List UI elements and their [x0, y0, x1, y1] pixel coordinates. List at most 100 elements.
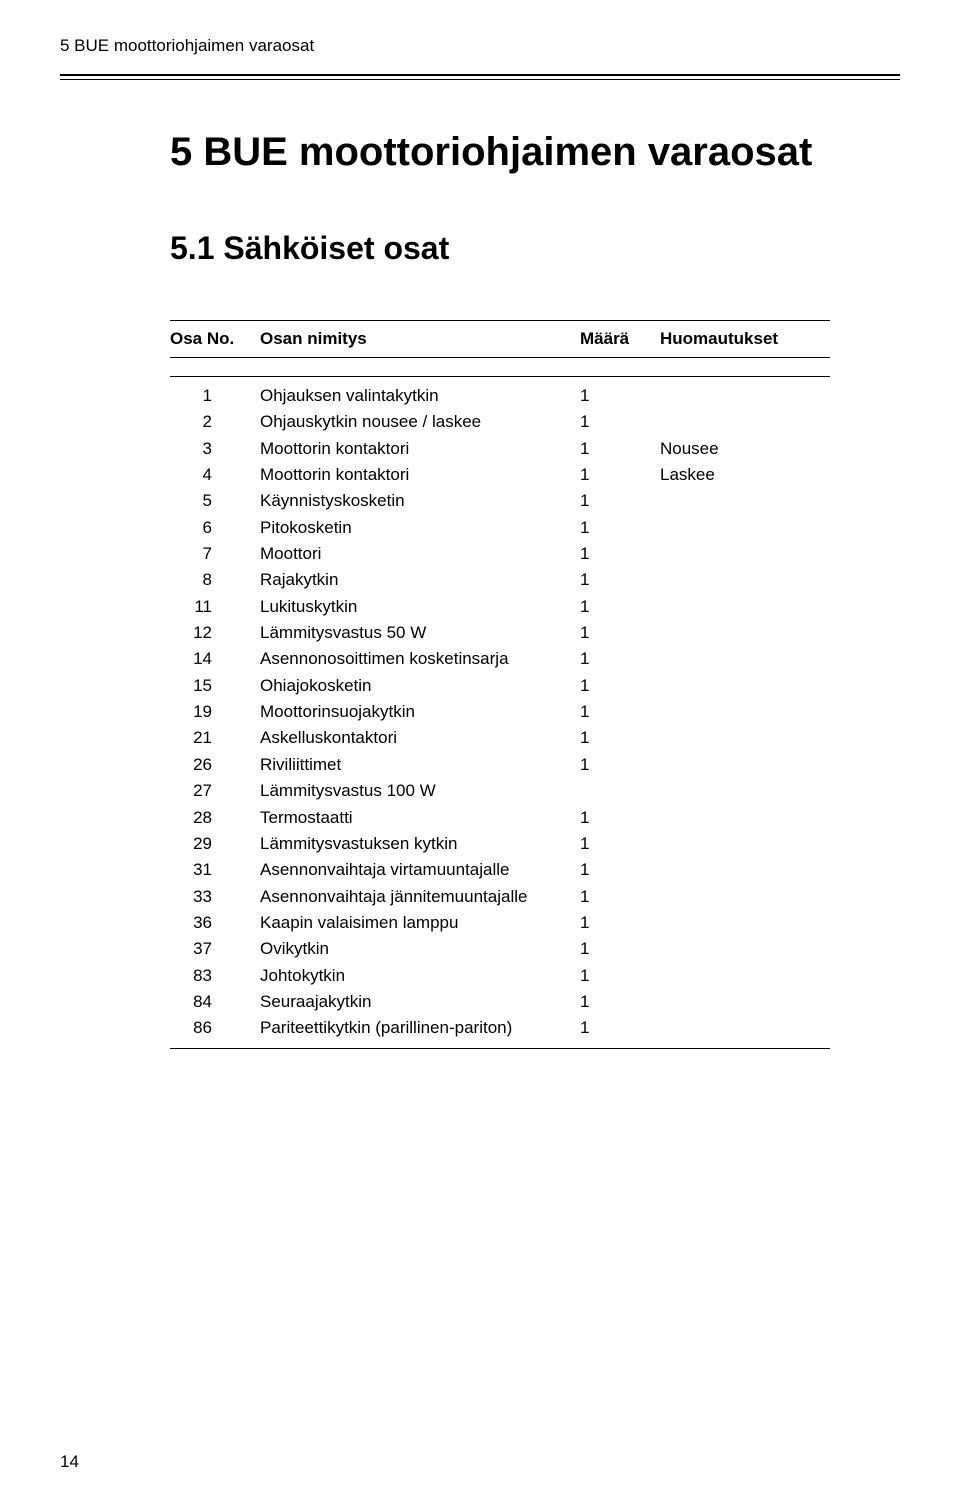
header-rule — [60, 74, 900, 80]
cell-no: 5 — [170, 488, 260, 514]
cell-note — [660, 989, 830, 1015]
cell-no: 15 — [170, 673, 260, 699]
cell-note — [660, 383, 830, 409]
cell-name: Ohjauskytkin nousee / laskee — [260, 409, 580, 435]
cell-no: 26 — [170, 752, 260, 778]
cell-note — [660, 673, 830, 699]
cell-name: Rajakytkin — [260, 567, 580, 593]
cell-name: Kaapin valaisimen lamppu — [260, 910, 580, 936]
cell-qty: 1 — [580, 436, 660, 462]
cell-no: 27 — [170, 778, 260, 804]
col-header-qty: Määrä — [580, 329, 660, 349]
cell-note — [660, 725, 830, 751]
cell-note — [660, 567, 830, 593]
cell-qty: 1 — [580, 805, 660, 831]
cell-no: 14 — [170, 646, 260, 672]
cell-qty: 1 — [580, 884, 660, 910]
cell-name: Lämmitysvastus 50 W — [260, 620, 580, 646]
cell-note — [660, 831, 830, 857]
cell-qty: 1 — [580, 699, 660, 725]
cell-no: 6 — [170, 515, 260, 541]
cell-qty: 1 — [580, 646, 660, 672]
cell-note — [660, 778, 830, 804]
cell-no: 33 — [170, 884, 260, 910]
cell-qty: 1 — [580, 515, 660, 541]
table-row: 3Moottorin kontaktori1Nousee — [170, 436, 830, 462]
cell-name: Moottorin kontaktori — [260, 436, 580, 462]
cell-note — [660, 963, 830, 989]
table-row: 19Moottorinsuojakytkin1 — [170, 699, 830, 725]
cell-note — [660, 646, 830, 672]
cell-note — [660, 541, 830, 567]
cell-note — [660, 936, 830, 962]
running-head: 5 BUE moottoriohjaimen varaosat — [60, 36, 314, 56]
cell-qty: 1 — [580, 963, 660, 989]
cell-note — [660, 409, 830, 435]
cell-qty: 1 — [580, 910, 660, 936]
table-row: 29Lämmitysvastuksen kytkin1 — [170, 831, 830, 857]
cell-qty: 1 — [580, 857, 660, 883]
table-body: 1Ohjauksen valintakytkin12Ohjauskytkin n… — [170, 376, 830, 1049]
cell-qty: 1 — [580, 462, 660, 488]
cell-qty: 1 — [580, 488, 660, 514]
cell-qty: 1 — [580, 989, 660, 1015]
cell-no: 84 — [170, 989, 260, 1015]
table-row: 84Seuraajakytkin1 — [170, 989, 830, 1015]
cell-name: Seuraajakytkin — [260, 989, 580, 1015]
cell-note — [660, 857, 830, 883]
cell-name: Lämmitysvastuksen kytkin — [260, 831, 580, 857]
cell-no: 1 — [170, 383, 260, 409]
cell-name: Lukituskytkin — [260, 594, 580, 620]
table-row: 2Ohjauskytkin nousee / laskee1 — [170, 409, 830, 435]
cell-name: Asennonvaihtaja jännitemuuntajalle — [260, 884, 580, 910]
table-row: 4Moottorin kontaktori1Laskee — [170, 462, 830, 488]
cell-name: Askelluskontaktori — [260, 725, 580, 751]
cell-qty: 1 — [580, 1015, 660, 1041]
cell-no: 7 — [170, 541, 260, 567]
cell-name: Moottorinsuojakytkin — [260, 699, 580, 725]
cell-note — [660, 620, 830, 646]
cell-no: 8 — [170, 567, 260, 593]
cell-qty: 1 — [580, 541, 660, 567]
cell-no: 21 — [170, 725, 260, 751]
cell-name: Asennonvaihtaja virtamuuntajalle — [260, 857, 580, 883]
cell-qty: 1 — [580, 936, 660, 962]
cell-note — [660, 910, 830, 936]
cell-name: Ohjauksen valintakytkin — [260, 383, 580, 409]
cell-name: Lämmitysvastus 100 W — [260, 778, 580, 804]
page: 5 BUE moottoriohjaimen varaosat 5 BUE mo… — [0, 0, 960, 1512]
cell-note — [660, 884, 830, 910]
heading-1: 5 BUE moottoriohjaimen varaosat — [170, 130, 812, 175]
table-row: 36Kaapin valaisimen lamppu1 — [170, 910, 830, 936]
table-row: 6Pitokosketin1 — [170, 515, 830, 541]
col-header-note: Huomautukset — [660, 329, 830, 349]
table-row: 14Asennonosoittimen kosketinsarja1 — [170, 646, 830, 672]
cell-name: Pitokosketin — [260, 515, 580, 541]
table-row: 83Johtokytkin1 — [170, 963, 830, 989]
cell-no: 2 — [170, 409, 260, 435]
cell-note — [660, 515, 830, 541]
cell-note — [660, 594, 830, 620]
cell-no: 36 — [170, 910, 260, 936]
cell-note — [660, 1015, 830, 1041]
cell-qty: 1 — [580, 409, 660, 435]
table-row: 27Lämmitysvastus 100 W — [170, 778, 830, 804]
cell-no: 86 — [170, 1015, 260, 1041]
cell-no: 37 — [170, 936, 260, 962]
cell-no: 4 — [170, 462, 260, 488]
cell-qty: 1 — [580, 567, 660, 593]
table-row: 8Rajakytkin1 — [170, 567, 830, 593]
table-row: 37Ovikytkin1 — [170, 936, 830, 962]
cell-name: Pariteettikytkin (parillinen-pariton) — [260, 1015, 580, 1041]
cell-note: Laskee — [660, 462, 830, 488]
table-row: 33Asennonvaihtaja jännitemuuntajalle1 — [170, 884, 830, 910]
cell-qty: 1 — [580, 752, 660, 778]
table-row: 21Askelluskontaktori1 — [170, 725, 830, 751]
table-row: 28Termostaatti1 — [170, 805, 830, 831]
table-row: 5Käynnistyskosketin1 — [170, 488, 830, 514]
table-header-row: Osa No. Osan nimitys Määrä Huomautukset — [170, 320, 830, 358]
cell-qty: 1 — [580, 383, 660, 409]
col-header-name: Osan nimitys — [260, 329, 580, 349]
page-number: 14 — [60, 1452, 79, 1472]
cell-note: Nousee — [660, 436, 830, 462]
